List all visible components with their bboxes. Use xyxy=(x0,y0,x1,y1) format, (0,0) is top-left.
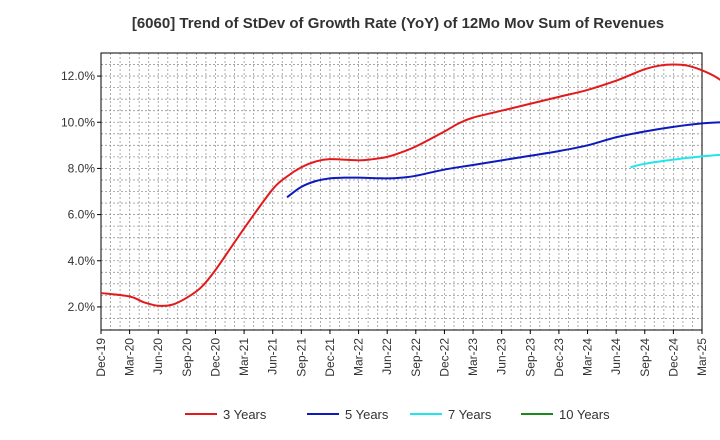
grid-layer xyxy=(100,52,703,331)
x-tick-label: Mar-25 xyxy=(695,338,709,376)
x-tick-label: Sep-20 xyxy=(180,338,194,377)
x-tick-label: Sep-23 xyxy=(523,338,537,377)
x-tick-label: Jun-21 xyxy=(266,338,280,375)
x-tick-label: Sep-22 xyxy=(409,338,423,377)
x-tick-label: Mar-21 xyxy=(237,338,251,376)
x-tick-label: Sep-24 xyxy=(638,338,652,377)
plot-frame xyxy=(100,52,703,331)
x-tick-label: Dec-20 xyxy=(208,338,222,377)
series-line-3-years xyxy=(100,63,720,307)
series-layer xyxy=(100,63,720,307)
x-tick-label: Sep-21 xyxy=(294,338,308,377)
x-tick-label: Dec-22 xyxy=(437,338,451,377)
x-tick-label: Mar-24 xyxy=(581,338,595,376)
legend-label-10-years: 10 Years xyxy=(559,407,610,422)
x-tick-label: Dec-21 xyxy=(323,338,337,377)
y-tick-label: 8.0% xyxy=(68,161,96,175)
legend-label-3-years: 3 Years xyxy=(223,407,267,422)
legend-label-7-years: 7 Years xyxy=(448,407,492,422)
chart-title: [6060] Trend of StDev of Growth Rate (Yo… xyxy=(132,15,664,32)
y-tick-label: 10.0% xyxy=(61,115,95,129)
x-tick-label: Mar-20 xyxy=(123,338,137,376)
x-tick-label: Dec-19 xyxy=(94,338,108,377)
x-tick-label: Jun-24 xyxy=(609,338,623,375)
x-tick-label: Jun-20 xyxy=(151,338,165,375)
x-tick-label: Jun-22 xyxy=(380,338,394,375)
y-tick-label: 4.0% xyxy=(68,254,96,268)
y-tick-label: 2.0% xyxy=(68,300,96,314)
x-tick-label: Dec-24 xyxy=(666,338,680,377)
y-tick-label: 6.0% xyxy=(68,208,96,222)
x-tick-label: Mar-23 xyxy=(466,338,480,376)
legend: 3 Years 5 Years 7 Years 10 Years xyxy=(185,407,610,422)
series-line-7-years xyxy=(630,153,720,169)
x-axis-ticks: Dec-19 Mar-20 Jun-20 Sep-20 Dec-20 Mar-21 Jun-… xyxy=(94,330,709,377)
y-tick-label: 12.0% xyxy=(61,69,95,83)
legend-label-5-years: 5 Years xyxy=(345,407,389,422)
x-tick-label: Mar-22 xyxy=(352,338,366,376)
x-tick-label: Dec-23 xyxy=(552,338,566,377)
series-line-5-years xyxy=(286,121,720,199)
x-tick-label: Jun-23 xyxy=(495,338,509,375)
y-axis-ticks: 2.0% 4.0% 6.0% 8.0% 10.0% 12.0% xyxy=(61,69,101,314)
